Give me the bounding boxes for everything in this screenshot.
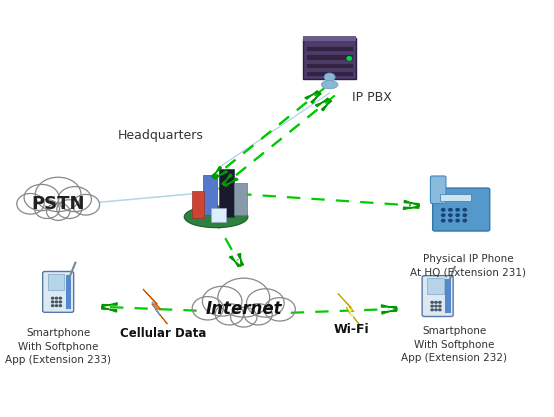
Circle shape — [463, 208, 466, 211]
Bar — [306, 54, 353, 60]
Text: Internet: Internet — [206, 299, 282, 318]
Circle shape — [59, 297, 61, 299]
Bar — [440, 194, 471, 201]
Circle shape — [442, 214, 445, 216]
Text: Smartphone
With Softphone
App (Extension 232): Smartphone With Softphone App (Extension… — [401, 327, 507, 363]
Circle shape — [57, 200, 82, 219]
FancyBboxPatch shape — [433, 188, 490, 231]
Text: Headquarters: Headquarters — [117, 129, 204, 142]
Circle shape — [431, 309, 433, 311]
Bar — [306, 46, 353, 51]
FancyBboxPatch shape — [422, 276, 453, 317]
FancyArrow shape — [315, 98, 332, 111]
Circle shape — [55, 305, 58, 306]
Circle shape — [52, 301, 54, 303]
Text: Cellular Data: Cellular Data — [120, 327, 207, 340]
Bar — [445, 279, 451, 313]
Circle shape — [431, 301, 433, 303]
Bar — [306, 63, 353, 68]
FancyBboxPatch shape — [430, 176, 446, 203]
Text: Wi-Fi: Wi-Fi — [334, 323, 370, 336]
FancyArrow shape — [403, 200, 419, 209]
Circle shape — [439, 301, 441, 303]
Circle shape — [47, 203, 70, 220]
FancyArrow shape — [382, 305, 397, 314]
Ellipse shape — [184, 206, 248, 228]
Bar — [306, 71, 353, 76]
Circle shape — [247, 289, 284, 317]
Circle shape — [215, 304, 244, 325]
Circle shape — [431, 305, 433, 307]
Polygon shape — [338, 294, 360, 325]
Circle shape — [218, 278, 270, 317]
Bar — [203, 175, 217, 215]
Circle shape — [34, 200, 59, 219]
Circle shape — [439, 305, 441, 307]
Circle shape — [59, 301, 61, 303]
Circle shape — [435, 309, 437, 311]
Circle shape — [35, 177, 81, 212]
Circle shape — [72, 194, 100, 215]
Circle shape — [192, 296, 223, 320]
Circle shape — [202, 286, 242, 316]
FancyBboxPatch shape — [304, 38, 356, 79]
Circle shape — [435, 305, 437, 307]
Circle shape — [442, 219, 445, 222]
FancyArrow shape — [101, 303, 117, 312]
Circle shape — [264, 298, 295, 321]
Circle shape — [324, 73, 335, 81]
Circle shape — [449, 208, 452, 211]
Bar — [66, 275, 71, 309]
Bar — [192, 191, 204, 218]
Bar — [304, 36, 356, 41]
Circle shape — [449, 219, 452, 222]
Circle shape — [17, 193, 44, 214]
FancyBboxPatch shape — [43, 271, 74, 312]
Circle shape — [463, 219, 466, 222]
Text: IP PBX: IP PBX — [352, 91, 392, 105]
Circle shape — [442, 208, 445, 211]
Polygon shape — [143, 289, 167, 324]
Circle shape — [449, 214, 452, 216]
Circle shape — [55, 297, 58, 299]
Circle shape — [230, 307, 257, 327]
FancyArrow shape — [211, 166, 228, 179]
Text: PSTN: PSTN — [32, 195, 85, 214]
Circle shape — [58, 187, 91, 212]
Ellipse shape — [321, 80, 338, 89]
Circle shape — [463, 214, 466, 216]
Bar — [211, 208, 226, 222]
Circle shape — [435, 301, 437, 303]
Circle shape — [456, 208, 459, 211]
Bar — [234, 183, 247, 215]
Circle shape — [456, 214, 459, 216]
Circle shape — [59, 305, 61, 306]
FancyArrow shape — [229, 254, 244, 266]
FancyArrow shape — [305, 91, 321, 103]
FancyArrow shape — [222, 174, 238, 186]
Circle shape — [24, 184, 59, 211]
Text: Physical IP Phone
At HQ (Extension 231): Physical IP Phone At HQ (Extension 231) — [410, 254, 526, 278]
Text: Smartphone
With Softphone
App (Extension 233): Smartphone With Softphone App (Extension… — [5, 329, 111, 365]
Circle shape — [52, 305, 54, 306]
Bar — [219, 169, 234, 217]
Bar — [48, 274, 64, 290]
Circle shape — [439, 309, 441, 311]
Bar — [427, 278, 444, 294]
Circle shape — [52, 297, 54, 299]
Circle shape — [347, 57, 351, 60]
Circle shape — [55, 301, 58, 303]
Polygon shape — [142, 288, 168, 325]
Circle shape — [244, 304, 273, 325]
Circle shape — [456, 219, 459, 222]
